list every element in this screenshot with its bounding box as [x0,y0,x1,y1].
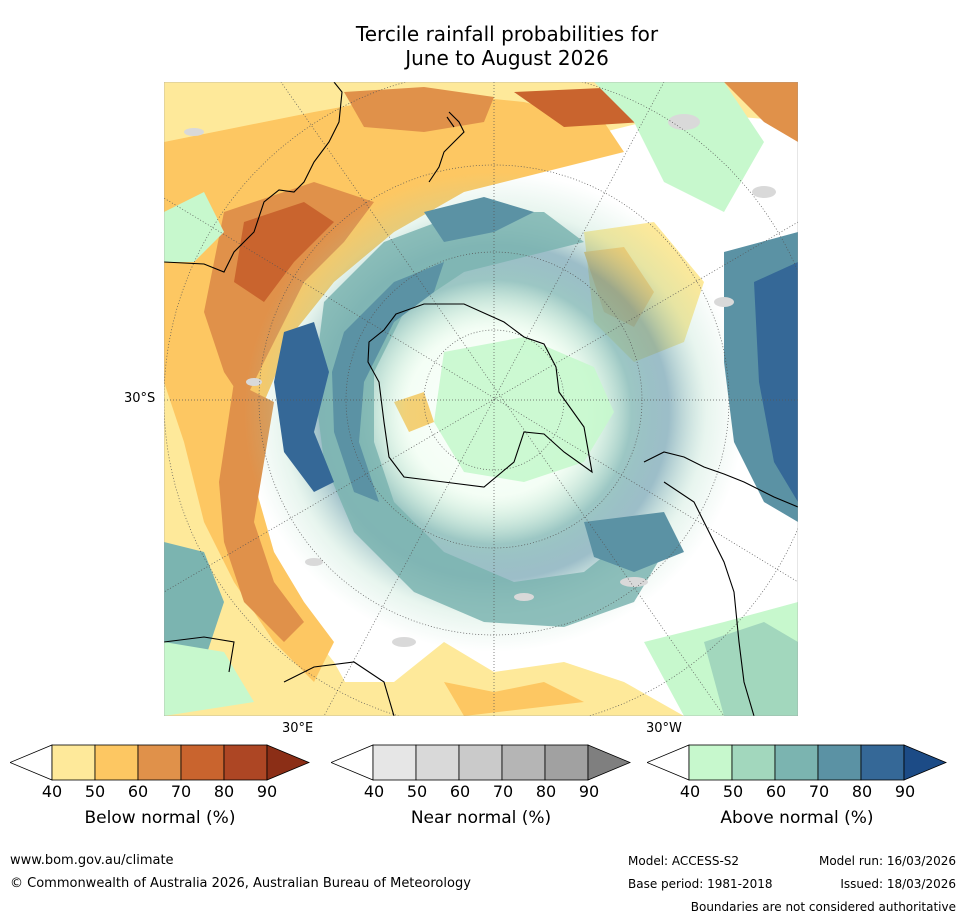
colorbar-segment [688,744,733,781]
australia-coastline [164,82,343,273]
colorbar-near-normal-title: Near normal (%) [410,808,552,828]
colorbar-segment [137,744,182,781]
colorbar-segment [372,744,417,781]
colorbar-below-normal [8,744,311,782]
copyright-text: © Commonwealth of Australia 2026, Austra… [10,876,471,891]
map-title: Tercile rainfall probabilities for June … [0,22,965,70]
model-run-date: Model run: 16/03/2026 [818,854,956,868]
tick-label: 50 [84,782,106,801]
colorbar-segment [458,744,503,781]
base-period: Base period: 1981-2018 [628,877,773,891]
colorbar-low-extend [8,744,53,781]
africa-coastline [164,636,395,716]
new-zealand-coastline [428,111,465,183]
boundaries-disclaimer: Boundaries are not considered authoritat… [690,900,956,914]
tick-label: 70 [808,782,830,801]
colorbar-above-normal-svg [645,744,948,781]
model-name: Model: ACCESS-S2 [628,854,740,868]
coastlines [164,82,798,716]
tick-label: 80 [535,782,557,801]
colorbar-segment [501,744,546,781]
colorbar-segment [94,744,139,781]
polar-stereographic-map [164,82,798,716]
colorbar-segment [415,744,460,781]
title-line-1: Tercile rainfall probabilities for [355,22,659,46]
map-canvas [164,82,798,716]
colorbar-above-normal-title: Above normal (%) [720,808,874,828]
colorbar-below-normal-title: Below normal (%) [84,808,236,828]
tick-label: 50 [406,782,428,801]
colorbar-segment [223,744,268,781]
colorbar-segment [817,744,862,781]
longitude-label-30e: 30°E [282,721,314,736]
colorbar-segment [51,744,96,781]
issued-date: Issued: 18/03/2026 [840,877,956,891]
antarctica-coastline [367,303,593,488]
tick-label: 80 [213,782,235,801]
colorbar-above-normal [645,744,948,782]
colorbar-below-normal-svg [8,744,311,781]
colorbar-high-extend [266,744,311,781]
tick-label: 40 [41,782,63,801]
tick-label: 70 [170,782,192,801]
tick-label: 60 [449,782,471,801]
tick-label: 60 [127,782,149,801]
colorbar-segment [544,744,589,781]
tick-label: 60 [765,782,787,801]
tick-label: 40 [679,782,701,801]
colorbar-near-normal-svg [329,744,632,781]
colorbar-segment [731,744,776,781]
tick-label: 50 [722,782,744,801]
graticule [164,82,798,716]
colorbar-segment [180,744,225,781]
tick-label: 90 [894,782,916,801]
near-normal-regions [184,114,776,647]
colorbar-segment [774,744,819,781]
colorbar-low-extend [329,744,374,781]
colorbar-low-extend [645,744,690,781]
tick-label: 70 [492,782,514,801]
website-link[interactable]: www.bom.gov.au/climate [10,853,174,868]
colorbar-high-extend [587,744,632,781]
tick-label: 40 [363,782,385,801]
tick-label: 80 [851,782,873,801]
south-america-coastline [643,451,798,716]
longitude-label-30w: 30°W [646,721,682,736]
colorbar-high-extend [903,744,948,781]
tick-label: 90 [256,782,278,801]
colorbar-near-normal [329,744,632,782]
latitude-label: 30°S [124,391,156,406]
colorbar-segment [860,744,905,781]
title-line-2: June to August 2026 [405,46,609,70]
tick-label: 90 [578,782,600,801]
